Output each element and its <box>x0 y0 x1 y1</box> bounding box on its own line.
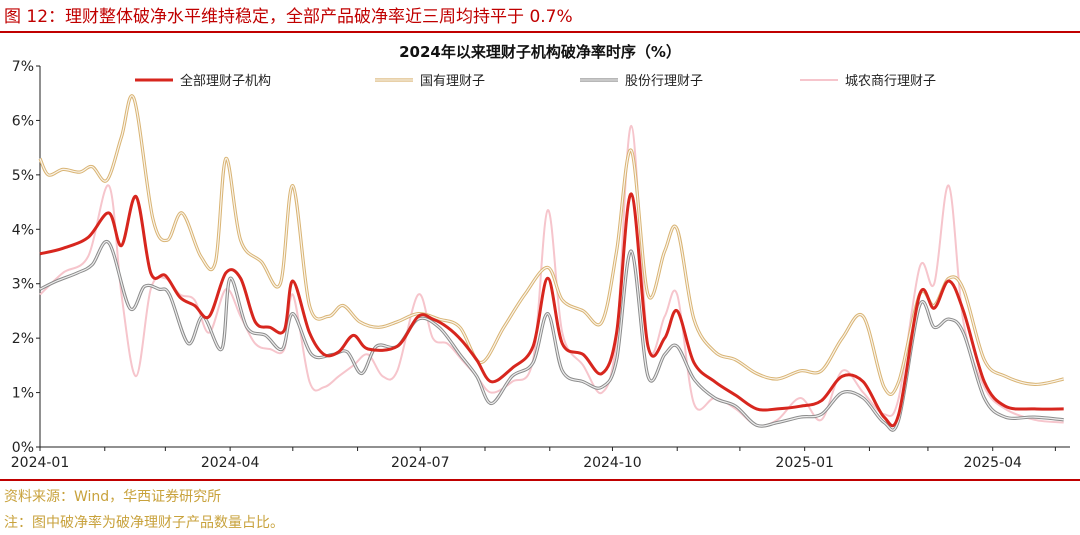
x-tick-label: 2024-07 <box>391 455 450 471</box>
figure-title: 图 12：理财整体破净水平维持稳定，全部产品破净率近三周均持平于 0.7% <box>4 7 573 27</box>
legend: 全部理财子机构 国有理财子 股份行理财子 城农商行理财子 <box>135 73 936 89</box>
y-tick-label: 5% <box>12 168 34 184</box>
top-divider <box>0 31 1080 33</box>
x-tick-label: 2025-04 <box>963 455 1022 471</box>
source-note: 资料来源：Wind，华西证券研究所 <box>4 489 222 505</box>
y-tick-label: 4% <box>12 222 34 238</box>
chart-title: 2024年以来理财子机构破净率时序（%） <box>399 43 681 61</box>
x-tick-label: 2024-01 <box>11 455 70 471</box>
legend-label-city-rural-wm: 城农商行理财子 <box>845 74 936 89</box>
y-tick-label: 0% <box>12 440 34 456</box>
legend-label-all-wm-subsidiaries: 全部理财子机构 <box>180 73 271 89</box>
series-line-inner-joint-stock-wm <box>39 240 1064 431</box>
x-tick-label: 2024-04 <box>201 455 260 471</box>
y-tick-label: 7% <box>12 59 34 75</box>
y-tick-label: 1% <box>12 386 34 402</box>
bottom-divider <box>0 479 1080 481</box>
chart: 2024年以来理财子机构破净率时序（%） 全部理财子机构 国有理财子 股份行理财子 城… <box>11 43 1070 471</box>
series-line-all-wm-subsidiaries <box>39 192 1064 428</box>
y-tick-label: 2% <box>12 331 34 347</box>
series-lines <box>38 94 1065 432</box>
series-line-inner-state-owned-wm <box>39 95 1064 395</box>
footnote: 注：图中破净率为破净理财子产品数量占比。 <box>4 515 284 531</box>
legend-label-state-owned-wm: 国有理财子 <box>420 74 485 89</box>
legend-label-joint-stock-wm: 股份行理财子 <box>625 74 703 89</box>
axes: 0% 1% 2% 3% 4% 5% 6% 7% 2024-01 2024-04 2024-07 202… <box>11 59 1070 471</box>
x-tick-label: 2024-10 <box>583 455 642 471</box>
y-tick-label: 6% <box>12 113 34 129</box>
y-tick-label: 3% <box>12 277 34 293</box>
x-tick-label: 2025-01 <box>775 455 834 471</box>
